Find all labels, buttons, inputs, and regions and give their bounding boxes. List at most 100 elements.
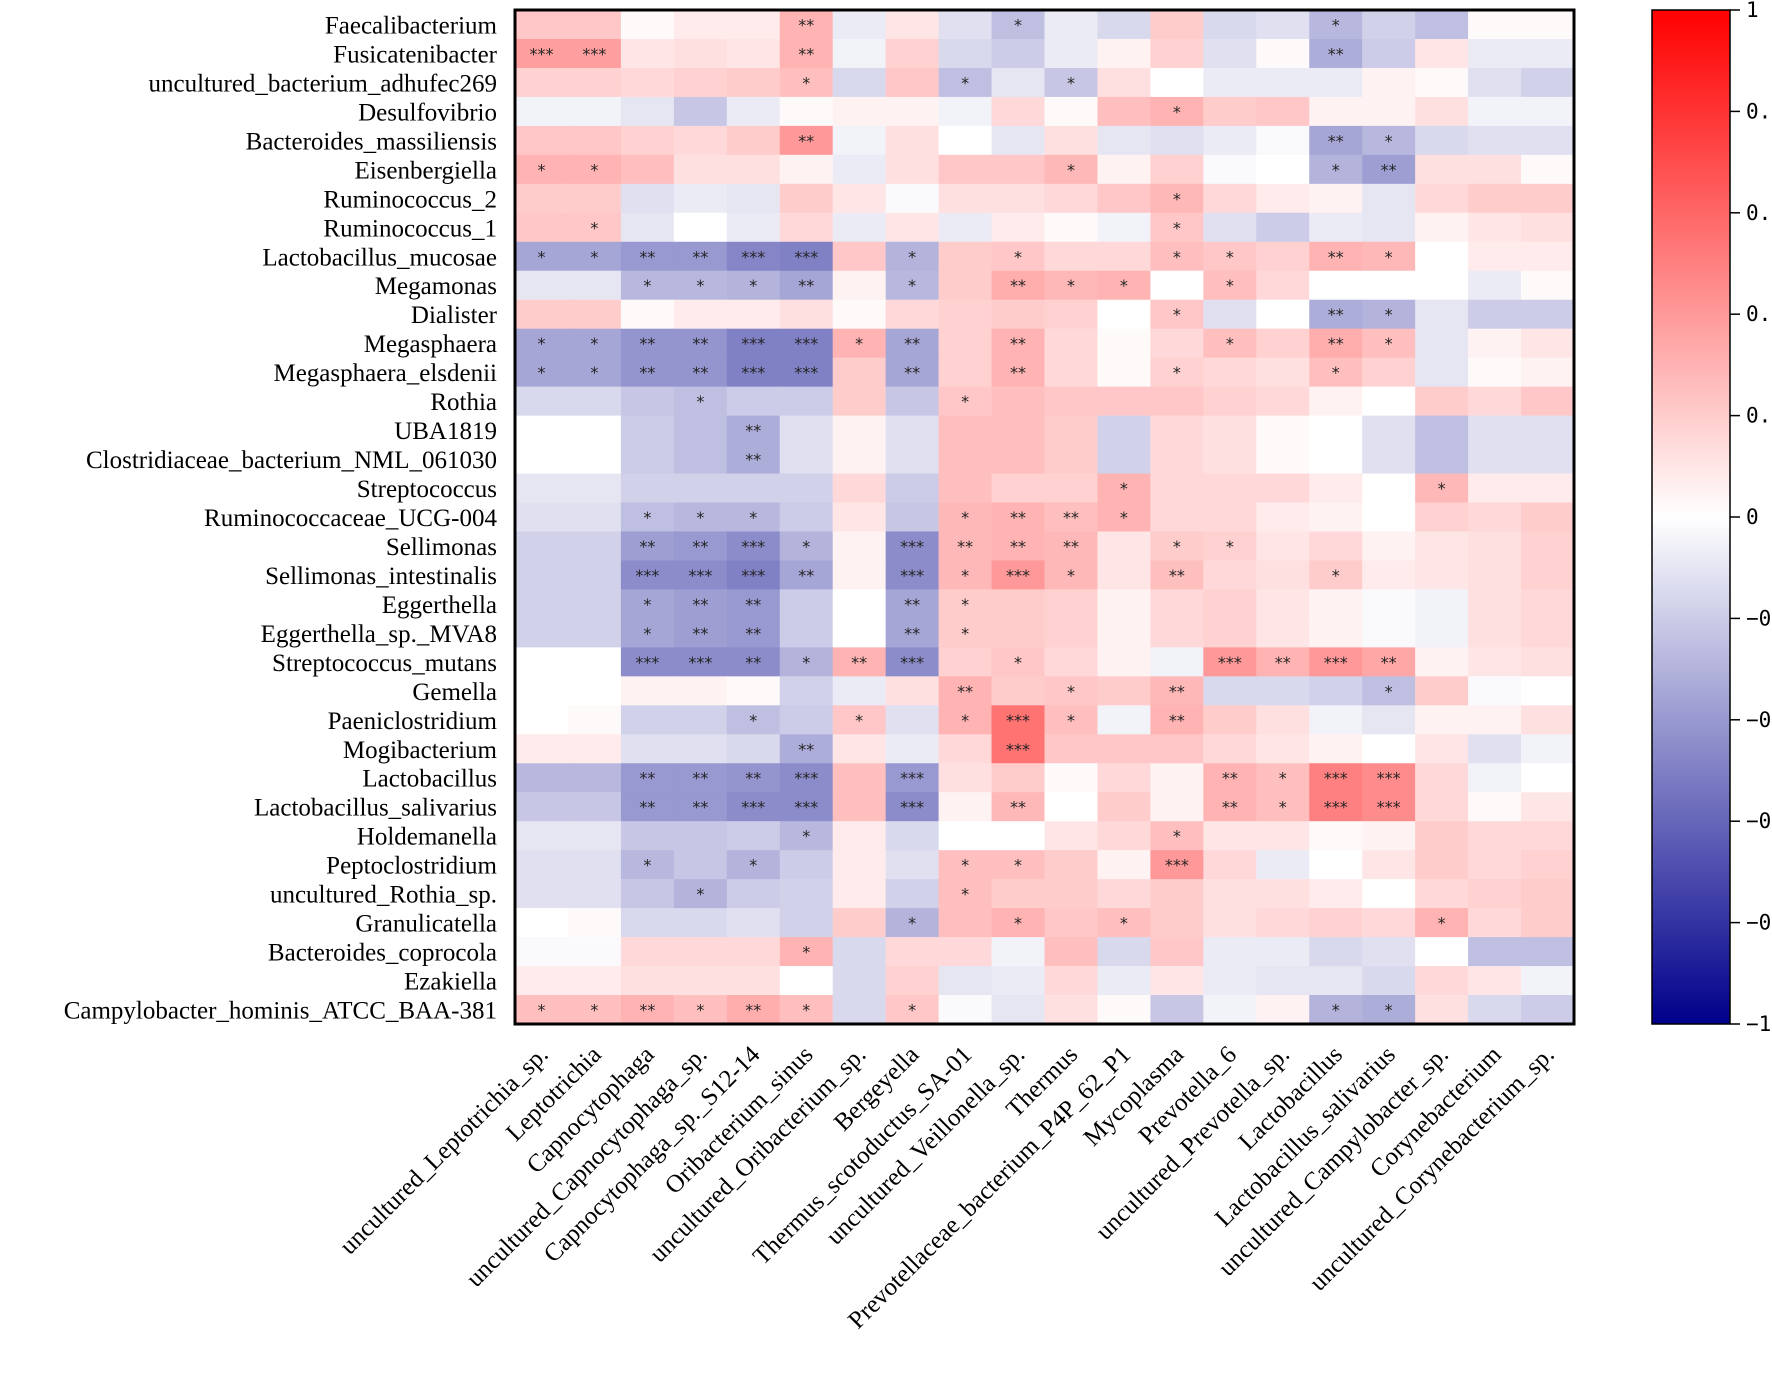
heatmap-cell <box>1309 734 1363 764</box>
heatmap-cell <box>1468 850 1522 880</box>
heatmap-cell <box>938 734 993 764</box>
significance-mark: ** <box>957 537 973 556</box>
row-label: uncultured_bacterium_adhufec269 <box>149 70 497 97</box>
heatmap-cell <box>673 444 728 475</box>
heatmap-cell <box>1309 212 1363 243</box>
heatmap-cell <box>779 96 834 127</box>
significance-mark: ** <box>798 566 814 585</box>
heatmap-cell <box>1362 763 1416 793</box>
heatmap-cell <box>673 125 728 156</box>
significance-mark: ** <box>1381 653 1397 672</box>
heatmap-cell <box>1203 531 1257 562</box>
significance-mark: ** <box>1010 537 1026 556</box>
colorbar-tick-label: −0. 8 <box>1746 911 1772 935</box>
heatmap-cell <box>673 908 728 938</box>
significance-mark: * <box>590 160 598 179</box>
heatmap-cell <box>779 879 834 909</box>
heatmap-cell <box>515 560 569 591</box>
heatmap-cell <box>1415 96 1469 127</box>
significance-mark: * <box>1385 305 1393 324</box>
heatmap-cell <box>832 473 887 504</box>
heatmap-cell <box>1203 125 1257 156</box>
heatmap-cell <box>726 792 781 822</box>
significance-mark: ** <box>1169 682 1185 701</box>
heatmap-cell <box>1468 560 1522 591</box>
heatmap-cell <box>1150 676 1204 706</box>
heatmap-cell <box>991 705 1046 735</box>
significance-mark: * <box>1385 334 1393 353</box>
heatmap-cell <box>673 560 728 591</box>
heatmap-cell <box>620 154 675 185</box>
heatmap-cell <box>938 270 993 301</box>
heatmap-cell <box>620 183 675 214</box>
heatmap-cell <box>1415 125 1469 156</box>
heatmap-cell <box>1044 96 1099 127</box>
significance-mark: ** <box>692 595 708 614</box>
heatmap-cell <box>832 966 887 996</box>
significance-mark: *** <box>1377 769 1401 788</box>
row-label: Peptoclostridium <box>326 853 497 880</box>
heatmap-cell <box>1256 212 1310 243</box>
row-label: Bacteroides_massiliensis <box>246 128 497 155</box>
heatmap-cell <box>1415 270 1469 301</box>
heatmap-cell <box>1256 821 1310 851</box>
heatmap-cell <box>515 67 569 98</box>
heatmap-cell <box>1044 676 1099 706</box>
heatmap-cell <box>938 154 993 185</box>
heatmap-cell <box>1150 589 1204 619</box>
heatmap-cell <box>1044 531 1099 562</box>
heatmap-cell <box>515 589 569 619</box>
heatmap-cell <box>567 154 622 185</box>
heatmap-cell <box>779 10 834 40</box>
heatmap-cell <box>832 96 887 127</box>
heatmap-cell <box>1203 763 1257 793</box>
heatmap-cell <box>1309 38 1363 69</box>
heatmap-cell <box>1362 10 1416 40</box>
heatmap-cell <box>779 357 834 388</box>
significance-mark: ** <box>692 334 708 353</box>
heatmap-cell <box>620 96 675 127</box>
significance-mark: * <box>643 856 651 875</box>
heatmap-cell <box>515 792 569 822</box>
heatmap-cell <box>567 560 622 591</box>
heatmap-cell <box>567 10 622 40</box>
heatmap-cell <box>1203 502 1257 533</box>
heatmap-cell <box>673 589 728 619</box>
heatmap-cell <box>938 705 993 735</box>
heatmap-cell <box>1309 357 1363 388</box>
heatmap-cell <box>779 792 834 822</box>
heatmap-cell <box>885 850 940 880</box>
significance-mark: ** <box>1381 160 1397 179</box>
heatmap-cell <box>726 328 781 359</box>
heatmap-cell <box>1521 705 1575 735</box>
heatmap-cell <box>673 299 728 330</box>
heatmap-cell <box>779 560 834 591</box>
heatmap-cell <box>832 676 887 706</box>
heatmap-cell <box>1521 734 1575 764</box>
significance-mark: ** <box>1010 334 1026 353</box>
heatmap-cell <box>1097 792 1151 822</box>
heatmap-cell <box>938 647 993 677</box>
heatmap-cell <box>515 415 569 446</box>
heatmap-cell <box>938 531 993 562</box>
heatmap-cell <box>1097 734 1151 764</box>
heatmap-cell <box>1362 444 1416 475</box>
significance-mark: * <box>1226 334 1234 353</box>
heatmap-cell <box>567 937 622 967</box>
heatmap-cell <box>832 589 887 619</box>
heatmap-cell <box>1468 589 1522 619</box>
row-label: uncultured_Rothia_sp. <box>270 882 497 909</box>
heatmap-cell <box>620 850 675 880</box>
heatmap-cell <box>832 937 887 967</box>
heatmap-cell <box>673 821 728 851</box>
row-label: Eggerthella_sp._MVA8 <box>261 621 497 648</box>
heatmap-cell <box>567 299 622 330</box>
heatmap-cell <box>1362 241 1416 272</box>
significance-mark: * <box>855 334 863 353</box>
significance-mark: *** <box>794 363 818 382</box>
heatmap-cell <box>832 38 887 69</box>
heatmap-cell <box>1256 792 1310 822</box>
heatmap-cell <box>991 270 1046 301</box>
heatmap-cell <box>1203 270 1257 301</box>
